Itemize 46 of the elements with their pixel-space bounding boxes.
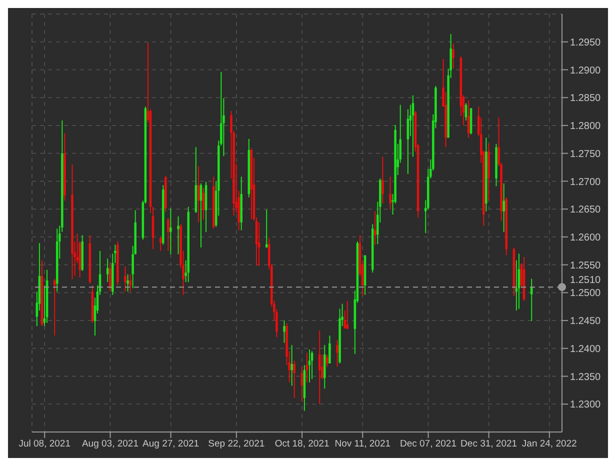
x-tick-label: Dec 07, 2021 (400, 438, 456, 450)
candlestick (346, 300, 348, 330)
x-tick-label: Aug 27, 2021 (142, 438, 200, 450)
candlestick (129, 274, 132, 292)
candlestick (452, 43, 454, 70)
y-tick-label: 1.2800 (570, 121, 602, 132)
y-tick-label: 1.2500 (570, 288, 602, 300)
x-tick-label: Aug 03, 2021 (82, 438, 139, 450)
candlestick (293, 360, 296, 399)
candlestick (324, 344, 326, 390)
candlestick (283, 320, 286, 344)
y-tick-label: 1.2600 (570, 232, 602, 244)
ref-line-label: 1.2510 (570, 275, 602, 286)
candlestick (412, 94, 414, 158)
y-tick-label: 1.2400 (570, 344, 602, 355)
y-tick-label: 1.2450 (570, 316, 602, 328)
candlestick (290, 344, 293, 386)
candlestick (106, 258, 109, 283)
candlestick (502, 182, 505, 232)
candlestick (382, 156, 384, 204)
candlestick (167, 217, 170, 252)
y-tick-label: 1.2700 (570, 176, 602, 188)
x-tick-label: Jan 24, 2022 (522, 438, 577, 450)
candlestick (374, 210, 376, 246)
y-tick-label: 1.2950 (570, 37, 602, 48)
candlestick (177, 216, 180, 255)
candlestick (124, 266, 126, 292)
candlestick (126, 274, 129, 292)
y-tick-label: 1.2900 (570, 65, 602, 76)
x-tick-label: Oct 18, 2021 (274, 438, 330, 450)
candlestick (326, 354, 328, 368)
y-tick-label: 1.2350 (570, 372, 602, 383)
y-tick-label: 1.2850 (570, 93, 602, 104)
y-tick-label: 1.2550 (570, 260, 602, 272)
candlestick (389, 176, 392, 210)
candlestick (336, 340, 338, 368)
y-tick-label: 1.2750 (570, 148, 602, 160)
candlestick (170, 208, 172, 255)
candlestick (328, 335, 331, 364)
candlestick (265, 209, 268, 248)
y-tick-label: 1.2300 (570, 400, 602, 411)
x-tick-label: Sep 22, 2021 (208, 438, 265, 450)
x-tick-label: Nov 11, 2021 (334, 438, 391, 450)
x-tick-label: Jul 08, 2021 (18, 438, 70, 450)
x-tick-label: Dec 31, 2021 (460, 438, 518, 450)
y-tick-label: 1.2650 (570, 204, 602, 216)
